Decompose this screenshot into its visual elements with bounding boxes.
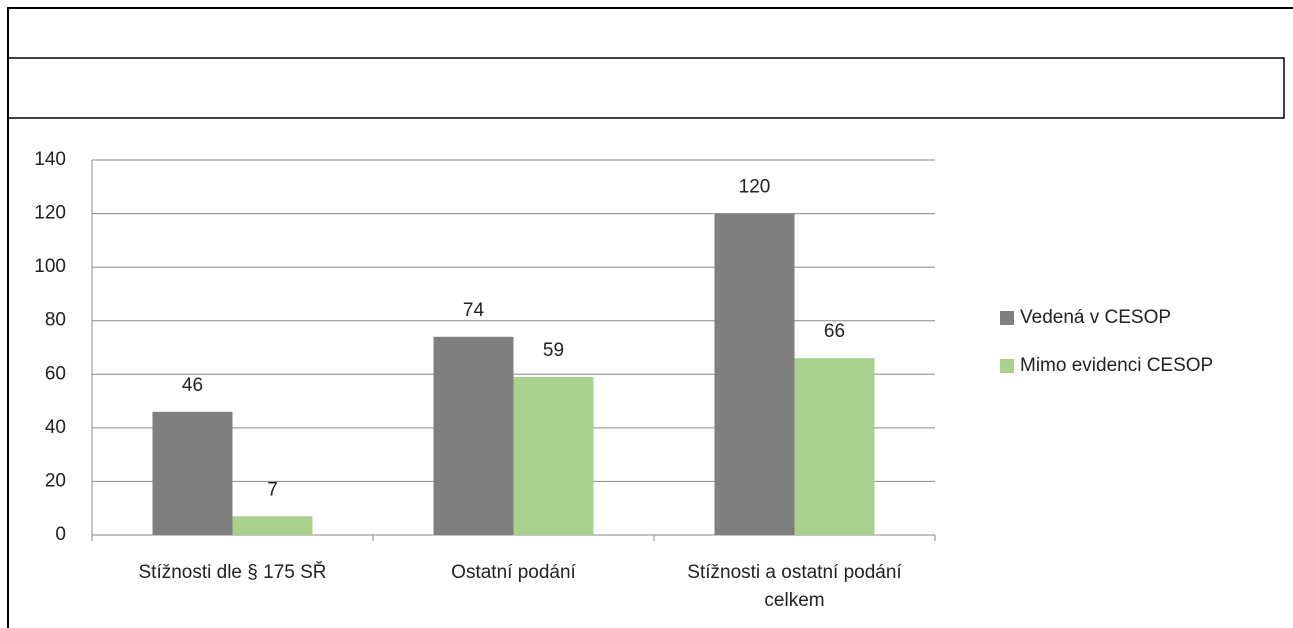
legend-swatch bbox=[1000, 359, 1014, 373]
y-tick-label: 60 bbox=[45, 363, 66, 384]
data-label: 74 bbox=[463, 300, 485, 321]
data-label: 59 bbox=[543, 340, 564, 361]
y-tick-label: 20 bbox=[45, 470, 66, 491]
title-box bbox=[7, 57, 1285, 119]
bar bbox=[152, 411, 233, 535]
frame bbox=[7, 7, 1293, 628]
data-label: 7 bbox=[267, 479, 278, 500]
x-tick-label: Ostatní podání bbox=[451, 562, 576, 583]
y-tick-label: 0 bbox=[55, 524, 66, 545]
data-label: 66 bbox=[824, 321, 845, 342]
bar bbox=[433, 336, 514, 535]
legend-swatch bbox=[1000, 311, 1014, 325]
bar bbox=[513, 376, 594, 535]
legend-label: Vedená v CESOP bbox=[1020, 307, 1171, 328]
y-tick-label: 80 bbox=[45, 310, 66, 331]
data-label: 46 bbox=[182, 375, 203, 396]
bar bbox=[232, 516, 313, 535]
bar bbox=[794, 358, 875, 535]
y-tick-label: 120 bbox=[34, 203, 66, 224]
legend-label: Mimo evidenci CESOP bbox=[1020, 355, 1213, 376]
x-tick-label: Stížnosti dle § 175 SŘ bbox=[138, 562, 327, 583]
y-tick-label: 100 bbox=[34, 256, 66, 277]
bar bbox=[714, 213, 795, 536]
y-tick-label: 140 bbox=[34, 149, 66, 170]
y-tick-label: 40 bbox=[45, 417, 66, 438]
data-label: 120 bbox=[739, 177, 771, 198]
x-tick-label: Stížnosti a ostatní podání celkem bbox=[687, 562, 902, 611]
